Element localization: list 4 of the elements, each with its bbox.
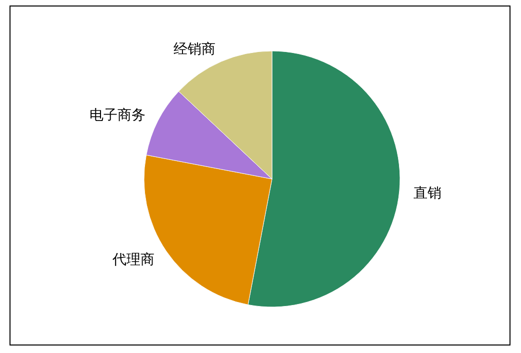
slice-label: 经销商 bbox=[174, 42, 216, 58]
slice-label: 代理商 bbox=[112, 252, 155, 268]
slice-label: 电子商务 bbox=[89, 108, 146, 124]
slice-label: 直销 bbox=[413, 185, 442, 202]
